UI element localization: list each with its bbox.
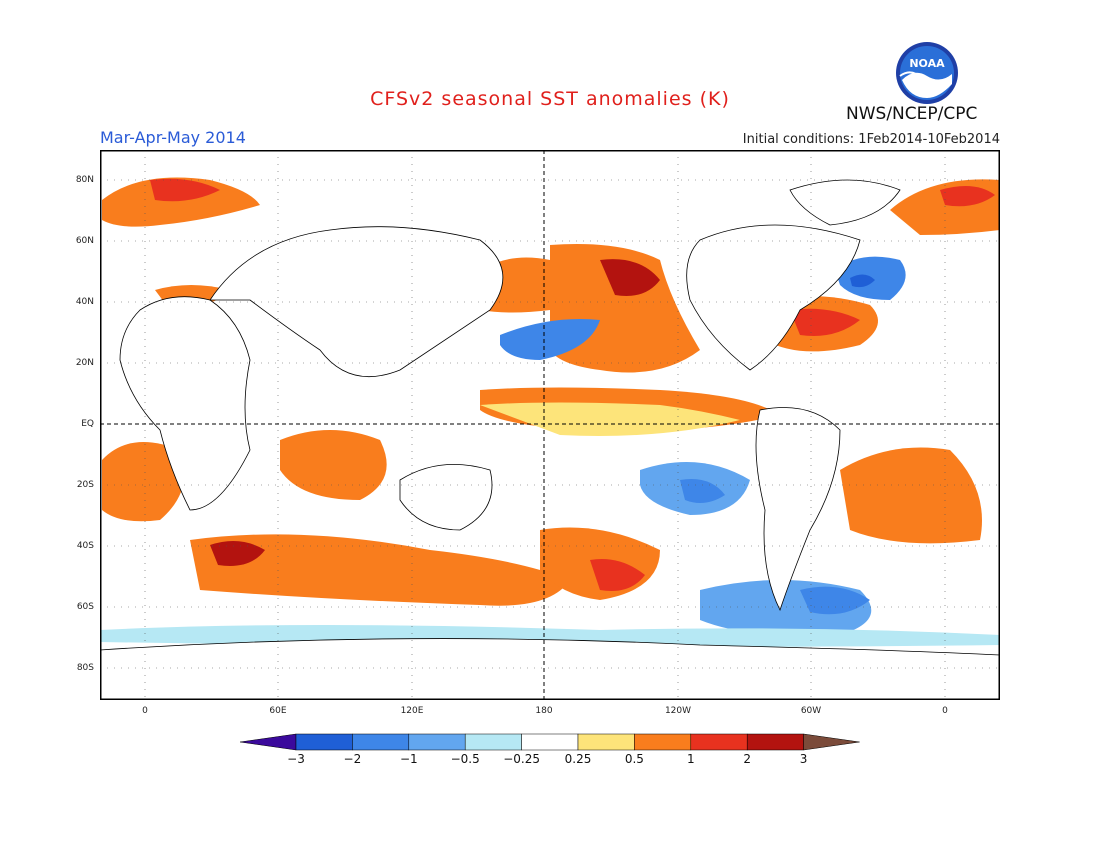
anomaly-region [790,308,860,336]
agency-label: NWS/NCEP/CPC [846,104,978,124]
anomaly-region [480,402,740,436]
lon-label: 60E [269,706,287,716]
anomaly-region [680,479,725,504]
anomaly-region [210,541,265,566]
color-scale-segment [408,733,466,751]
color-scale-segment [352,733,410,751]
lon-label: 120W [664,706,692,716]
lon-label: 180 [535,706,553,716]
color-scale-label: −0.5 [450,752,480,766]
color-scale-segment [521,733,579,751]
color-scale-segment [690,733,748,751]
anomaly-region [840,447,982,544]
south-america [755,407,841,612]
lat-label: EQ [81,419,94,429]
graticule [100,150,1000,700]
lon-label: 0 [142,706,148,716]
color-scale-label: −2 [343,752,362,766]
color-scale-segment [240,733,297,751]
anomaly-region [550,244,700,373]
anomaly-region [850,274,875,288]
color-scale-segment [295,733,353,751]
anomaly-region [500,319,600,360]
land-outlines [100,179,1000,700]
noaa-logo: NOAA [896,42,958,104]
africa [119,296,251,511]
color-scale-segment [464,733,522,751]
season-label: Mar-Apr-May 2014 [100,128,246,147]
anomaly-region [600,259,660,296]
color-scale-segment [634,733,692,751]
lat-label: 60N [75,236,94,246]
color-scale-segment [577,733,635,751]
antarctica [100,638,1000,700]
lat-label: 40N [75,297,94,307]
lat-label: 20S [76,480,94,490]
greenland [789,179,901,226]
map-frame [100,150,1000,700]
lat-label: 80S [76,663,94,673]
lat-label: 20N [75,358,94,368]
anomaly-region [940,186,995,207]
color-scale-segment [803,733,860,751]
color-scale-label: 1 [686,752,695,766]
lon-label: 0 [942,706,948,716]
color-scale-label: 0.25 [564,752,592,766]
anomaly-region [590,559,645,591]
color-scale-bar [240,733,860,751]
australia [399,464,493,531]
lon-label: 60W [800,706,822,716]
color-scale-label: 2 [743,752,751,766]
lat-label: 40S [76,541,94,551]
sst-anomaly-map [100,150,1000,700]
color-scale-label: −3 [287,752,305,766]
anomaly-fields [100,177,1000,647]
lat-label: 80N [75,175,94,185]
color-scale-label: −0.25 [503,752,540,766]
anomaly-region [102,442,185,522]
anomaly-region [800,586,870,615]
map-title: CFSv2 seasonal SST anomalies (K) [370,88,730,110]
color-scale-label: 0.5 [624,752,644,766]
logo-text: NOAA [909,57,945,70]
north-america [686,224,861,371]
eurasia [209,226,504,377]
color-scale-segments [240,733,860,751]
color-scale-segment [746,733,804,751]
anomaly-region [102,177,260,227]
anomaly-region [150,178,220,202]
color-scale-label: 3 [799,752,808,766]
anomaly-region [280,430,387,500]
lon-label: 120E [400,706,424,716]
anomaly-region [190,534,570,606]
initial-conditions-label: Initial conditions: 1Feb2014-10Feb2014 [742,132,1000,147]
color-scale-label: −1 [399,752,418,766]
lat-label: 60S [76,602,94,612]
